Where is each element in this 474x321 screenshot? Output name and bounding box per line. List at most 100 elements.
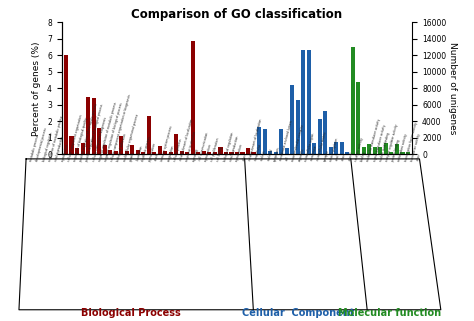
Bar xyxy=(97,128,101,154)
Text: negative regulation of biological process: negative regulation of biological proces… xyxy=(104,102,124,161)
Text: other: other xyxy=(416,153,422,161)
Text: binding: binding xyxy=(360,150,367,161)
Text: cell: cell xyxy=(285,155,291,161)
Bar xyxy=(345,152,349,154)
Text: growth: growth xyxy=(129,151,136,161)
Text: reproduction: reproduction xyxy=(204,143,213,161)
Bar xyxy=(141,152,146,154)
Text: establishment of localization: establishment of localization xyxy=(248,118,263,161)
Bar xyxy=(296,100,300,154)
Bar xyxy=(207,152,211,154)
Bar xyxy=(86,97,90,154)
Text: transcription factor activity: transcription factor activity xyxy=(404,121,418,161)
Text: viral reproduction: viral reproduction xyxy=(54,135,65,161)
Bar xyxy=(351,47,355,154)
Bar xyxy=(202,151,206,154)
Text: extracellular region: extracellular region xyxy=(304,132,315,161)
Bar xyxy=(75,148,79,154)
Bar xyxy=(273,152,278,154)
Text: cellular component organization or biogenesis: cellular component organization or bioge… xyxy=(110,93,132,161)
Text: catalytic activity: catalytic activity xyxy=(354,137,364,161)
Text: cell killing: cell killing xyxy=(217,146,224,161)
Text: locomotion: locomotion xyxy=(136,145,144,161)
Bar xyxy=(395,144,399,154)
Text: regulation of biological quality: regulation of biological quality xyxy=(73,117,89,161)
Text: cellular process: cellular process xyxy=(173,138,183,161)
Text: transporter activity: transporter activity xyxy=(410,133,421,161)
Bar xyxy=(185,152,190,154)
Bar xyxy=(334,142,338,154)
Text: cellular component organization: cellular component organization xyxy=(67,114,83,161)
Bar xyxy=(219,147,222,154)
Text: cell proliferation: cell proliferation xyxy=(210,137,220,161)
Bar xyxy=(401,152,404,154)
Text: Biological Process: Biological Process xyxy=(81,308,181,318)
Bar xyxy=(136,150,140,154)
Bar xyxy=(367,144,372,154)
Bar xyxy=(240,152,245,154)
Text: antioxidant activity: antioxidant activity xyxy=(398,133,409,161)
Text: intracellular: intracellular xyxy=(254,143,263,161)
Text: enzyme regulator activity: enzyme regulator activity xyxy=(385,123,399,161)
Text: nucleus: nucleus xyxy=(260,149,267,161)
Text: viral reproduction: viral reproduction xyxy=(229,135,240,161)
Bar xyxy=(312,143,316,154)
Text: response to stimulus: response to stimulus xyxy=(185,130,197,161)
Text: signaling: signaling xyxy=(191,147,199,161)
Text: cytoplasm: cytoplasm xyxy=(273,145,281,161)
Bar xyxy=(152,152,156,154)
Text: macromolecular complex: macromolecular complex xyxy=(292,124,305,161)
Text: other: other xyxy=(242,153,247,161)
Text: synapse: synapse xyxy=(323,148,330,161)
Text: protein binding: protein binding xyxy=(392,139,401,161)
Bar xyxy=(169,152,173,154)
Bar xyxy=(196,152,201,154)
Bar xyxy=(301,50,305,154)
Bar xyxy=(70,136,73,154)
Bar xyxy=(191,40,195,154)
Bar xyxy=(373,147,377,154)
Bar xyxy=(384,143,388,154)
Text: immune system process: immune system process xyxy=(160,125,174,161)
Text: biological regulation: biological regulation xyxy=(42,131,54,161)
Text: negative regulation of metabolic process: negative regulation of metabolic process xyxy=(98,101,118,161)
Text: other2: other2 xyxy=(347,151,354,161)
Bar xyxy=(362,147,366,154)
Text: membrane-enclosed lumen: membrane-enclosed lumen xyxy=(279,120,293,161)
Text: multicellular organismal process: multicellular organismal process xyxy=(123,113,139,161)
Bar xyxy=(318,119,322,154)
Bar xyxy=(163,151,167,154)
Text: positive regulation of biological process: positive regulation of biological proces… xyxy=(85,103,105,161)
Text: signal transducer activity: signal transducer activity xyxy=(373,124,386,161)
Bar xyxy=(174,134,178,154)
Text: establishment of localization: establishment of localization xyxy=(179,118,194,161)
Text: other cytoplasm: other cytoplasm xyxy=(329,137,339,161)
Text: coagulation: coagulation xyxy=(166,144,175,161)
Bar xyxy=(91,98,96,154)
Text: death: death xyxy=(154,152,160,161)
Bar xyxy=(340,142,344,154)
Bar xyxy=(114,151,118,154)
Text: reproduction: reproduction xyxy=(235,143,244,161)
Bar xyxy=(252,152,255,154)
Bar xyxy=(307,50,311,154)
Bar xyxy=(328,147,333,154)
Bar xyxy=(81,143,85,154)
Bar xyxy=(323,111,328,154)
Text: rhythmic process: rhythmic process xyxy=(142,135,152,161)
Text: viral: viral xyxy=(335,154,341,161)
Text: pigmentation: pigmentation xyxy=(148,141,157,161)
Text: biological regulation: biological regulation xyxy=(223,131,235,161)
Bar xyxy=(125,151,129,154)
Text: nucleoid: nucleoid xyxy=(266,148,273,161)
Text: other: other xyxy=(341,153,347,161)
Bar xyxy=(108,150,112,154)
Text: nucleic acid binding: nucleic acid binding xyxy=(379,132,391,161)
Text: cellular component biogenesis: cellular component biogenesis xyxy=(91,116,108,161)
Bar xyxy=(257,127,261,154)
Bar xyxy=(229,152,234,154)
Text: extracellular matrix: extracellular matrix xyxy=(317,132,328,161)
Bar xyxy=(406,152,410,154)
Text: Cellular  Component: Cellular Component xyxy=(242,308,354,318)
Bar xyxy=(158,146,162,154)
